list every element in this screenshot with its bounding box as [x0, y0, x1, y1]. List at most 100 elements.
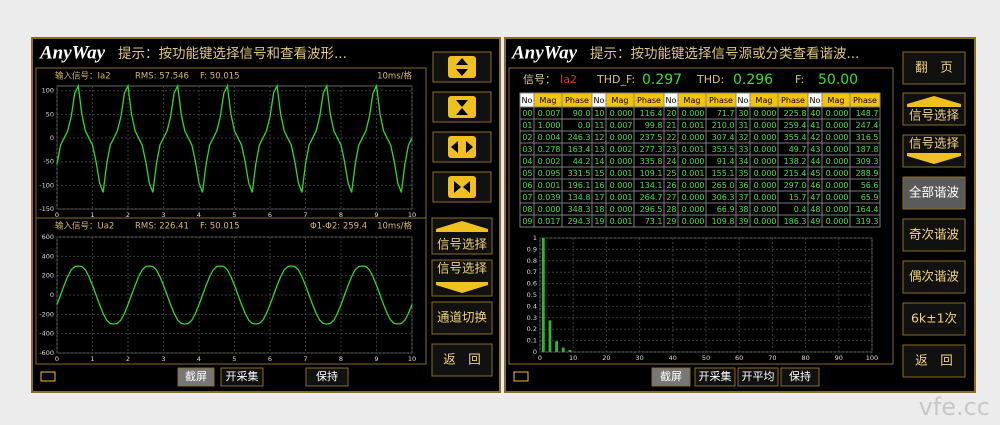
cell-text: 07 [522, 193, 532, 202]
cell-text: 21 [666, 121, 676, 130]
button[interactable] [431, 301, 493, 335]
cell-text: 49.7 [789, 145, 807, 154]
cell-text: 28 [666, 205, 676, 214]
button[interactable] [902, 260, 966, 294]
toolbar-button[interactable] [780, 367, 820, 387]
cell-text: 31 [738, 121, 748, 130]
button[interactable] [902, 302, 966, 336]
icon [448, 136, 476, 158]
cell-text: 15 [594, 169, 604, 178]
button[interactable] [431, 343, 493, 377]
cell-text: 0.000 [826, 133, 849, 142]
cell-text: 0.000 [682, 181, 705, 190]
annotation: F: 50.015 [200, 72, 240, 82]
cell-text: 294.3 [568, 217, 591, 226]
thd-label: THD: [696, 73, 724, 86]
x-tick-label: 50 [702, 354, 710, 362]
arrow-icon [436, 221, 488, 232]
button-label: 信号选择 [437, 237, 488, 252]
icon [456, 58, 468, 65]
cell-text: 0.000 [682, 109, 705, 118]
cell-text: 22 [666, 133, 676, 142]
toolbar-button[interactable] [177, 367, 215, 387]
y-tick-label: -600 [39, 349, 54, 357]
x-tick-label: 9 [374, 211, 378, 219]
cell-text: 0.000 [826, 157, 849, 166]
toolbar-button[interactable] [651, 367, 691, 387]
cell-text: 307.4 [712, 133, 735, 142]
cell-text: 306.3 [712, 193, 735, 202]
annotation: 输入信号：Ua2 [55, 221, 114, 232]
y-tick-label: 0.1 [527, 337, 537, 345]
cell-text: 355.4 [784, 133, 807, 142]
cell-text: 36 [738, 181, 748, 190]
icon [448, 56, 476, 78]
y-tick-label: 0.4 [527, 302, 537, 310]
header-label: No [594, 96, 605, 105]
cell-text: 288.9 [856, 169, 879, 178]
cell-text: 0.0 [578, 121, 591, 130]
cell-text: 00 [522, 109, 532, 118]
x-tick-label: 5 [232, 211, 236, 219]
cell-text: 225.8 [784, 109, 807, 118]
cell-text: 163.4 [568, 145, 591, 154]
button[interactable] [902, 218, 966, 252]
cell-text: 14 [594, 157, 604, 166]
header-label: Phase [637, 96, 661, 105]
right-display [508, 67, 894, 365]
x-tick-label: 30 [635, 354, 643, 362]
cell-text: 65.9 [861, 193, 879, 202]
cell-text: 23 [666, 145, 676, 154]
x-tick-label: 1 [90, 211, 94, 219]
x-tick-label: 9 [374, 355, 378, 363]
cell-text: 19 [594, 217, 604, 226]
cell-text: 0.000 [682, 217, 705, 226]
annotation: 10ms/格 [377, 71, 412, 82]
cell-text: 1.000 [538, 121, 561, 130]
icon [456, 69, 468, 76]
icon-buttons [432, 51, 492, 203]
button[interactable] [902, 176, 966, 210]
cell-text: 0.4 [794, 205, 807, 214]
cell-text: 309.3 [856, 157, 879, 166]
x-tick-label: 100 [866, 354, 878, 362]
cell-text: 46 [810, 181, 820, 190]
x-tick-label: 8 [339, 355, 343, 363]
cell-text: 0.000 [754, 145, 777, 154]
button-label: 信号选择 [909, 108, 960, 123]
cell-text: 27 [666, 193, 676, 202]
toolbar-button[interactable] [737, 367, 779, 387]
waveform [56, 83, 413, 193]
cell-text: 24 [666, 157, 676, 166]
button-label: 偶次谐波 [909, 269, 960, 284]
prompt: 提示：按功能键选择信号和查看波形... [118, 46, 347, 62]
cell-text: 0.000 [682, 205, 705, 214]
header-label: No [522, 96, 533, 105]
cell-text: 04 [522, 157, 532, 166]
x-tick-label: 4 [197, 211, 201, 219]
button[interactable] [902, 51, 966, 85]
arrow-icon [907, 96, 961, 107]
x-tick-label: 3 [161, 355, 165, 363]
cell-text: 0.000 [754, 205, 777, 214]
cell-text: 0.000 [610, 133, 633, 142]
cell-text: 91.4 [717, 157, 735, 166]
toolbar-button[interactable] [694, 367, 736, 387]
toolbar-button[interactable] [305, 367, 349, 387]
table-cell [849, 214, 881, 228]
button[interactable] [902, 344, 966, 378]
toolbar-label: 保持 [789, 369, 811, 383]
cell-text: 0.000 [826, 145, 849, 154]
toolbar-button[interactable] [220, 367, 264, 387]
cell-text: 210.0 [712, 121, 735, 130]
cell-text: 186.3 [784, 217, 807, 226]
x-tick-label: 0 [55, 355, 59, 363]
cell-text: 01 [522, 121, 532, 130]
cell-text: 155.1 [712, 169, 735, 178]
x-tick-label: 60 [735, 354, 743, 362]
cell-text: 0.000 [682, 157, 705, 166]
x-tick-label: 8 [339, 211, 343, 219]
x-tick-label: 10 [408, 355, 416, 363]
cell-text: 0.001 [682, 121, 705, 130]
y-tick-label: 0.2 [527, 325, 537, 333]
